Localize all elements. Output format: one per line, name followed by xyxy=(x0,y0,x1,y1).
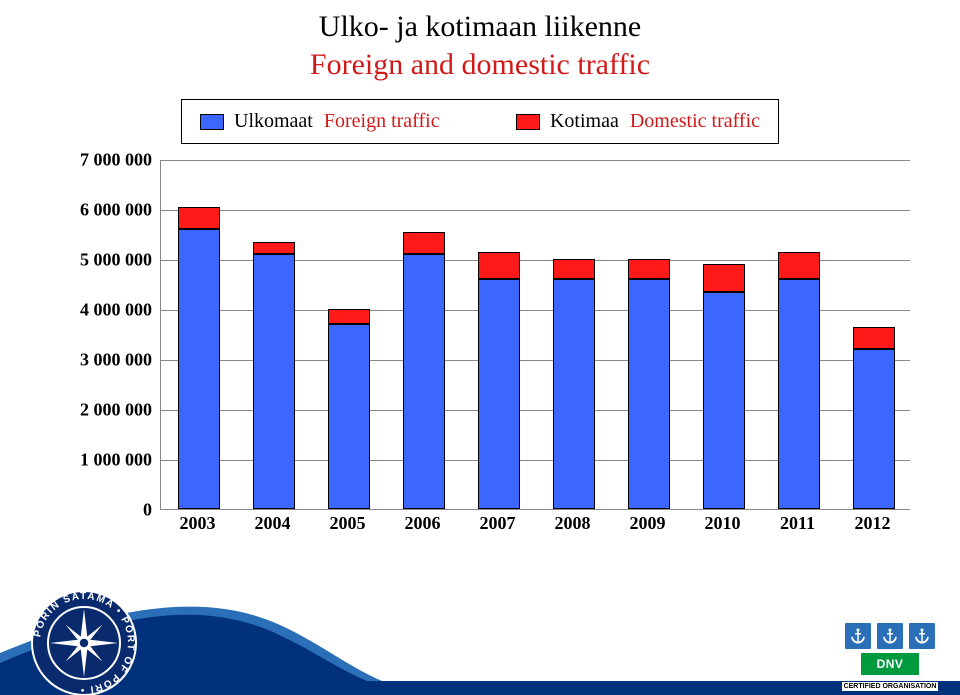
bar-segment xyxy=(853,327,895,350)
bar-segment xyxy=(853,349,895,509)
bar-segment xyxy=(253,242,295,255)
legend-sublabel-foreign: Foreign traffic xyxy=(324,110,440,132)
bar-segment xyxy=(478,279,520,509)
x-tick-label: 2009 xyxy=(630,513,666,534)
x-tick-label: 2008 xyxy=(555,513,591,534)
footer-bottom-bar xyxy=(0,681,960,695)
cert-footer-text: CERTIFIED ORGANISATION xyxy=(842,682,939,691)
bar-segment xyxy=(328,309,370,324)
legend: Ulkomaat Foreign traffic Kotimaa Domesti… xyxy=(181,99,779,144)
bar-segment xyxy=(178,207,220,230)
x-tick-label: 2010 xyxy=(705,513,741,534)
x-tick-label: 2005 xyxy=(330,513,366,534)
chart-title: Ulko- ja kotimaan liikenne Foreign and d… xyxy=(0,8,960,83)
chart: 0 1 000 000 2 000 000 3 000 000 4 000 000 5 0… xyxy=(50,160,910,540)
dnv-logo: DNV xyxy=(861,653,919,675)
bar-segment xyxy=(253,254,295,509)
legend-sublabel-domestic: Domestic traffic xyxy=(630,110,760,132)
x-tick-label: 2011 xyxy=(780,513,815,534)
y-tick-label: 1 000 000 xyxy=(50,450,160,471)
cert-line2: OHSAS 18001 xyxy=(830,609,950,619)
bar-segment xyxy=(703,292,745,510)
legend-swatch-domestic xyxy=(516,114,540,130)
title-line1: Ulko- ja kotimaan liikenne xyxy=(0,8,960,46)
bar-segment xyxy=(178,229,220,509)
x-tick-label: 2007 xyxy=(480,513,516,534)
port-of-pori-logo: PORIN SATAMA • PORT OF PORI • xyxy=(30,589,138,695)
bar-segment xyxy=(403,254,445,509)
bar-segment xyxy=(778,252,820,280)
y-tick-label: 0 xyxy=(50,500,160,521)
y-axis: 01 000 0002 000 0003 000 0004 000 0005 0… xyxy=(50,160,160,510)
bar-segment xyxy=(778,279,820,509)
y-tick-label: 6 000 000 xyxy=(50,200,160,221)
bar-segment xyxy=(553,259,595,279)
legend-item-foreign: Ulkomaat Foreign traffic xyxy=(200,110,440,133)
x-axis: 2003 2004 2005 2006 2007 2008 2009 2010 2011 2012 xyxy=(160,513,910,539)
bar-segment xyxy=(628,259,670,279)
bar-segment xyxy=(553,279,595,509)
legend-swatch-foreign xyxy=(200,114,224,130)
legend-label-domestic: Kotimaa xyxy=(550,110,619,132)
legend-item-domestic: Kotimaa Domestic traffic xyxy=(516,110,760,133)
bar-segment xyxy=(628,279,670,509)
legend-label-foreign: Ulkomaat xyxy=(234,110,313,132)
anchor-icon xyxy=(909,623,935,649)
anchor-icon xyxy=(877,623,903,649)
bar-segment xyxy=(478,252,520,280)
cert-line1: ISO 9001 ISO 14001 xyxy=(830,598,950,608)
bar-segment xyxy=(328,324,370,509)
grid-line xyxy=(161,160,910,161)
x-tick-label: 2004 xyxy=(255,513,291,534)
y-tick-label: 4 000 000 xyxy=(50,300,160,321)
footer-wave xyxy=(0,563,960,695)
bar-segment xyxy=(703,264,745,292)
certification-box: ISO 9001 ISO 14001 OHSAS 18001 DNV CERTI… xyxy=(830,598,950,693)
y-tick-label: 7 000 000 xyxy=(50,150,160,171)
grid-line xyxy=(161,210,910,211)
anchor-icon xyxy=(845,623,871,649)
x-tick-label: 2012 xyxy=(855,513,891,534)
title-line2: Foreign and domestic traffic xyxy=(0,46,960,84)
y-tick-label: 3 000 000 xyxy=(50,350,160,371)
y-tick-label: 5 000 000 xyxy=(50,250,160,271)
cert-anchor-row xyxy=(830,623,950,649)
x-tick-label: 2006 xyxy=(405,513,441,534)
plot-area xyxy=(160,160,910,510)
bar-segment xyxy=(403,232,445,255)
x-tick-label: 2003 xyxy=(180,513,216,534)
y-tick-label: 2 000 000 xyxy=(50,400,160,421)
